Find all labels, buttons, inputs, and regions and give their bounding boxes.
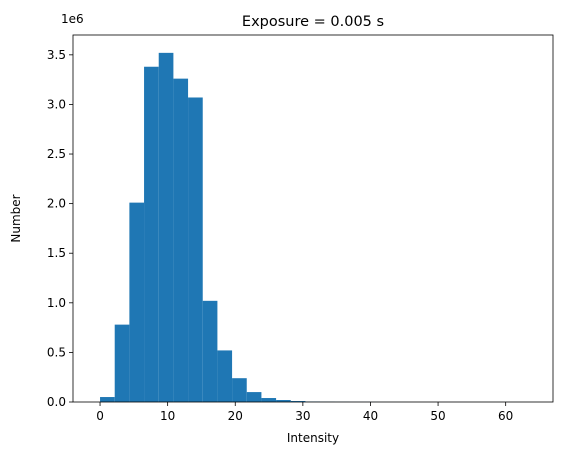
histogram-bar — [202, 300, 218, 402]
x-tick-label: 0 — [96, 409, 104, 423]
axes-frame — [72, 34, 554, 403]
x-tick-label: 50 — [430, 409, 445, 423]
histogram-bar — [217, 350, 233, 402]
x-tick-label: 20 — [228, 409, 243, 423]
chart-title: Exposure = 0.005 s — [242, 14, 384, 30]
histogram-bar — [276, 400, 291, 402]
x-tick-label: 40 — [363, 409, 378, 423]
histogram-bar — [144, 66, 159, 402]
histogram-bar — [188, 97, 203, 402]
y-tick-label: 2.0 — [47, 197, 66, 211]
y-tick-label: 0.0 — [47, 395, 66, 409]
x-axis-label: Intensity — [287, 431, 339, 445]
y-axis-label: Number — [9, 194, 23, 242]
x-tick-label: 30 — [295, 409, 310, 423]
x-tick-label: 10 — [160, 409, 175, 423]
histogram-bar — [100, 397, 115, 402]
x-tick-label: 60 — [498, 409, 513, 423]
y-tick-label: 3.0 — [47, 97, 66, 111]
y-tick-label: 2.5 — [47, 147, 66, 161]
histogram-bar — [173, 78, 189, 402]
histogram-bar — [290, 401, 306, 402]
y-tick-label: 3.5 — [47, 48, 66, 62]
y-tick-label: 1.0 — [47, 296, 66, 310]
y-axis-ticks: 0.0 0.5 1.0 1.5 2.0 2.5 3.0 3.5 — [47, 48, 73, 409]
histogram-bar — [158, 52, 174, 402]
y-tick-label: 0.5 — [47, 345, 66, 359]
x-axis-ticks: 0 10 20 30 40 50 60 — [96, 402, 513, 423]
histogram-bar — [129, 202, 145, 402]
y-axis-scale-label: 1e6 — [61, 12, 84, 26]
histogram-bar — [246, 392, 262, 402]
y-tick-label: 1.5 — [47, 246, 66, 260]
histogram-bar — [261, 398, 277, 402]
histogram-bar — [114, 324, 130, 402]
bars-group — [100, 52, 541, 402]
histogram-bar — [232, 378, 247, 402]
